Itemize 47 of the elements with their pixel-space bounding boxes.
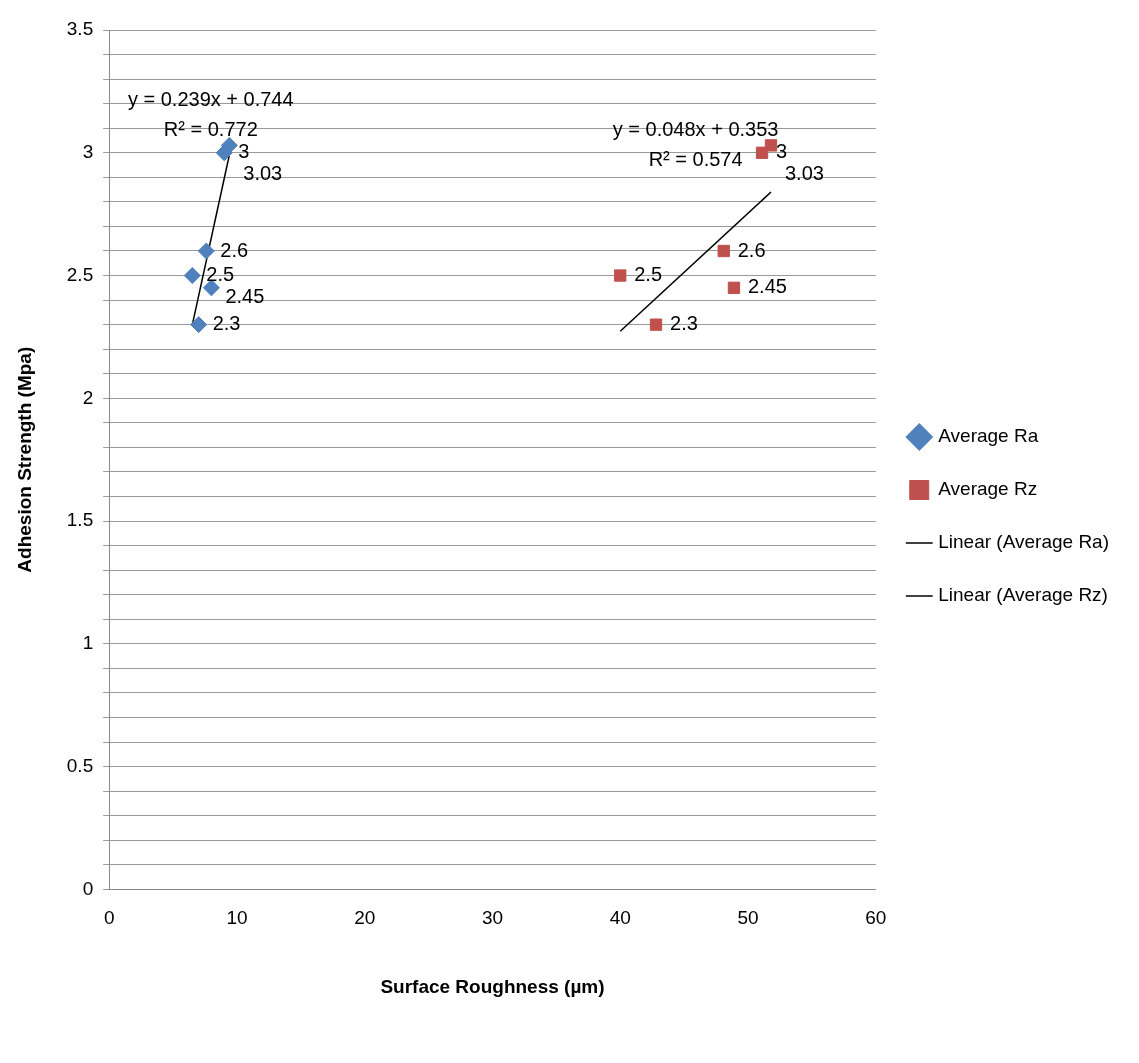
data-label: 2.45	[225, 285, 265, 308]
y-tick-label: 3.5	[66, 18, 94, 40]
y-tick-label: 0.5	[66, 754, 94, 776]
y-tick-label: 0	[82, 877, 94, 899]
data-label: 2.5	[206, 263, 235, 286]
y-tick-label: 2.5	[66, 263, 94, 285]
annotation: R² = 0.574	[648, 147, 743, 170]
x-tick-label: 40	[609, 907, 631, 929]
annotation: y = 0.239x + 0.744	[127, 87, 294, 110]
data-label: 2.45	[747, 275, 787, 298]
data-label: 2.3	[212, 312, 241, 335]
x-tick-label: 60	[865, 907, 887, 929]
data-label: 3	[238, 140, 250, 163]
legend-label: Linear (Average Rz)	[938, 584, 1108, 606]
data-label: 3.03	[243, 162, 283, 185]
y-tick-label: 2	[82, 386, 94, 408]
x-tick-label: 0	[103, 907, 115, 929]
data-label: 2.6	[737, 238, 766, 261]
data-label: 2.3	[670, 312, 698, 335]
x-axis-title: Surface Roughness (µm)	[380, 975, 605, 997]
point	[764, 139, 778, 152]
point	[197, 242, 215, 260]
point	[727, 281, 741, 294]
legend-label: Average Ra	[938, 425, 1039, 447]
point	[649, 318, 663, 331]
y-axis-title: Adhesion Strength (Mpa)	[13, 346, 35, 573]
data-label: 2.6	[220, 238, 249, 261]
point	[190, 316, 208, 334]
y-tick-label: 3	[82, 141, 94, 163]
point	[202, 279, 220, 297]
annotation: R² = 0.772	[163, 117, 258, 140]
y-tick-label: 1.5	[66, 509, 94, 531]
legend-label: Average Rz	[938, 478, 1038, 500]
x-tick-label: 50	[737, 907, 759, 929]
annotation: y = 0.048x + 0.353	[612, 117, 779, 140]
point	[220, 136, 238, 154]
x-tick-label: 20	[354, 907, 376, 929]
data-label: 2.5	[634, 263, 663, 286]
point	[717, 244, 730, 258]
data-label: 3	[776, 140, 788, 163]
data-label: 3.03	[785, 162, 824, 185]
x-tick-label: 10	[226, 907, 248, 929]
point	[183, 267, 201, 285]
y-tick-label: 1	[82, 632, 94, 654]
legend-label: Linear (Average Ra)	[938, 531, 1110, 553]
x-tick-label: 30	[481, 907, 504, 929]
point	[614, 269, 627, 282]
